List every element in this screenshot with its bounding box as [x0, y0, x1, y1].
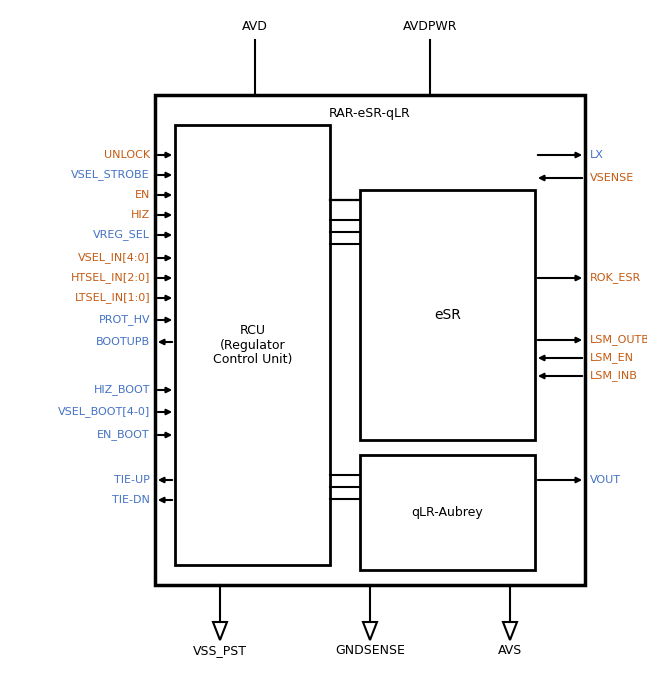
Text: BOOTUPB: BOOTUPB — [96, 337, 150, 347]
Bar — [175, 125, 330, 565]
Text: VREG_SEL: VREG_SEL — [93, 230, 150, 241]
Bar — [155, 95, 585, 585]
Text: GNDSENSE: GNDSENSE — [335, 644, 405, 657]
Text: HIZ: HIZ — [131, 210, 150, 220]
Text: LSM_OUTB: LSM_OUTB — [590, 335, 647, 345]
Text: VSEL_STROBE: VSEL_STROBE — [71, 169, 150, 180]
Text: EN_BOOT: EN_BOOT — [98, 430, 150, 441]
Text: AVS: AVS — [498, 644, 522, 657]
Bar — [360, 190, 535, 440]
Text: RAR-eSR-qLR: RAR-eSR-qLR — [329, 107, 411, 120]
Text: AVD: AVD — [242, 20, 268, 33]
Text: HTSEL_IN[2:0]: HTSEL_IN[2:0] — [71, 273, 150, 284]
Text: TIE-DN: TIE-DN — [112, 495, 150, 505]
Text: VSS_PST: VSS_PST — [193, 644, 247, 657]
Text: RCU: RCU — [239, 324, 265, 337]
Text: AVDPWR: AVDPWR — [402, 20, 457, 33]
Text: (Regulator: (Regulator — [220, 339, 285, 352]
Text: qLR-Aubrey: qLR-Aubrey — [411, 506, 483, 519]
Text: VSEL_IN[4:0]: VSEL_IN[4:0] — [78, 252, 150, 263]
Text: Control Unit): Control Unit) — [213, 354, 292, 367]
Text: LSM_INB: LSM_INB — [590, 371, 638, 381]
Text: VOUT: VOUT — [590, 475, 621, 485]
Text: LSM_EN: LSM_EN — [590, 352, 634, 363]
Text: UNLOCK: UNLOCK — [104, 150, 150, 160]
Text: HIZ_BOOT: HIZ_BOOT — [94, 385, 150, 396]
Text: EN: EN — [135, 190, 150, 200]
Text: VSENSE: VSENSE — [590, 173, 634, 183]
Text: VSEL_BOOT[4-0]: VSEL_BOOT[4-0] — [58, 407, 150, 418]
Text: LTSEL_IN[1:0]: LTSEL_IN[1:0] — [74, 292, 150, 303]
Text: PROT_HV: PROT_HV — [98, 315, 150, 326]
Text: LX: LX — [590, 150, 604, 160]
Text: eSR: eSR — [434, 308, 461, 322]
Bar — [360, 455, 535, 570]
Text: TIE-UP: TIE-UP — [114, 475, 150, 485]
Text: ROK_ESR: ROK_ESR — [590, 273, 641, 284]
